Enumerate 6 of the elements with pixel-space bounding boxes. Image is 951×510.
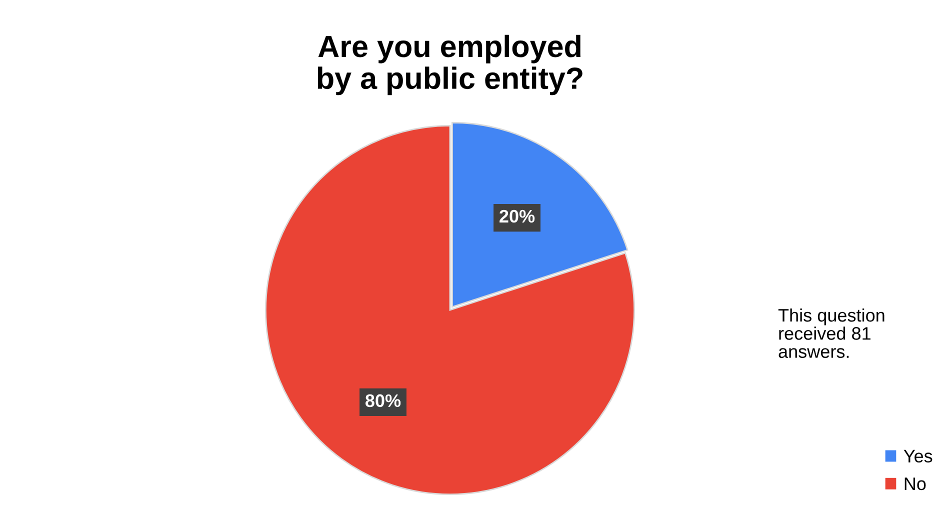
data-label: 80% <box>365 394 401 408</box>
legend-label: Yes <box>904 450 932 463</box>
chart-title: Are you employed by a public entity? <box>318 34 582 96</box>
data-label: 20% <box>500 210 535 223</box>
legend-label: No <box>904 478 926 490</box>
text: This question received 81 answers. <box>778 308 884 358</box>
